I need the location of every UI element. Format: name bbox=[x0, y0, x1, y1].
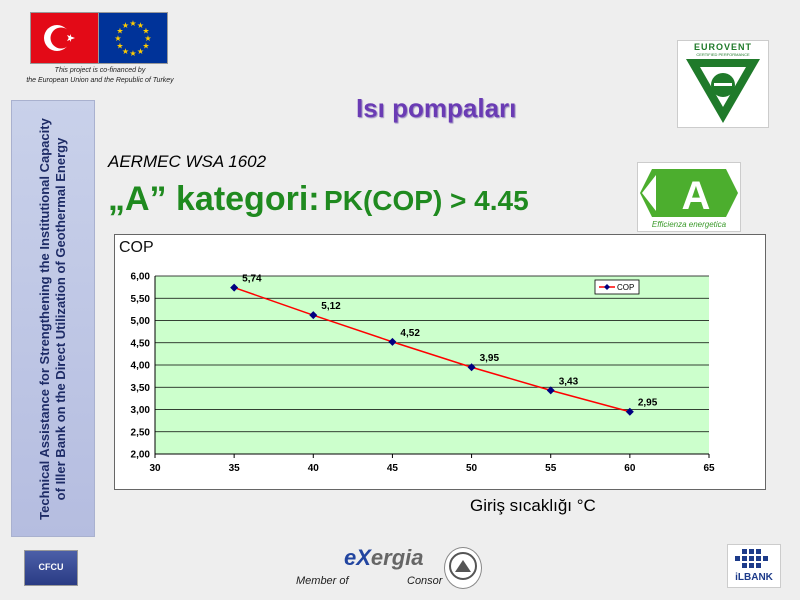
ilbank-text: iLBANK bbox=[735, 572, 773, 583]
svg-text:★: ★ bbox=[142, 27, 149, 36]
member-of-text: Member of bbox=[296, 575, 349, 587]
y-tick-label: 4,50 bbox=[131, 338, 151, 349]
sidebar-line-2: of Iller Bank on the Direct Utilization … bbox=[53, 137, 68, 500]
x-tick-label: 55 bbox=[545, 463, 557, 474]
y-tick-label: 5,00 bbox=[131, 316, 151, 327]
svg-text:★: ★ bbox=[137, 21, 144, 30]
svg-text:★: ★ bbox=[129, 49, 136, 58]
exergia-x: eX bbox=[344, 545, 371, 570]
y-tick-label: 2,50 bbox=[131, 427, 151, 438]
x-tick-label: 45 bbox=[387, 463, 399, 474]
slide-subtitle: AERMEC WSA 1602 bbox=[108, 152, 267, 171]
eurovent-sub: CERTIFIED PERFORMANCE bbox=[696, 52, 750, 57]
legend-box bbox=[594, 279, 640, 295]
y-tick-label: 3,50 bbox=[131, 383, 151, 394]
data-label: 4,52 bbox=[400, 328, 420, 339]
exergia-rest: ergia bbox=[370, 545, 424, 570]
data-point bbox=[230, 283, 239, 292]
cofinance-line-2: the European Union and the Republic of T… bbox=[26, 77, 174, 84]
cofinance-note: This project is co-financed by the Europ… bbox=[10, 66, 190, 86]
y-tick-label: 2,00 bbox=[131, 450, 151, 461]
sidebar-line-1: Technical Assistance for Strengthening t… bbox=[37, 117, 52, 520]
eu-flag-icon: ★ ★ ★ ★ ★ ★ ★ ★ ★ ★ ★ ★ bbox=[98, 12, 168, 64]
data-label: 3,95 bbox=[480, 353, 500, 364]
svg-text:★: ★ bbox=[142, 42, 149, 51]
cop-chart: COP 2,00 2,50 3,00 3,50 4,00 4,50 5,00 5,50 6,00… bbox=[114, 234, 766, 490]
cofinance-line-1: This project is co-financed by bbox=[54, 67, 146, 74]
headline: „A” kategori: PK(COP) > 4.45 bbox=[108, 180, 529, 219]
data-point bbox=[467, 363, 476, 372]
data-label: 3,43 bbox=[559, 376, 579, 387]
svg-text:★: ★ bbox=[129, 19, 136, 28]
energy-letter: A bbox=[682, 174, 711, 218]
x-tick-label: 40 bbox=[308, 463, 320, 474]
x-tick-label: 50 bbox=[466, 463, 478, 474]
legend-marker bbox=[604, 284, 610, 290]
svg-text:★: ★ bbox=[116, 27, 123, 36]
y-tick-label: 6,00 bbox=[131, 272, 151, 283]
svg-text:★: ★ bbox=[114, 34, 121, 43]
svg-text:★: ★ bbox=[122, 21, 129, 30]
x-tick-label: 35 bbox=[229, 463, 241, 474]
svg-text:★: ★ bbox=[144, 34, 151, 43]
headline-category: „A” kategori: bbox=[108, 180, 320, 218]
consortium-text: Consor bbox=[407, 575, 443, 587]
data-point bbox=[309, 311, 318, 320]
x-axis-label: Giriş sıcaklığı °C bbox=[470, 496, 596, 515]
cfcu-logo: CFCU bbox=[24, 550, 78, 586]
data-label: 5,74 bbox=[242, 274, 262, 285]
chart-plot: 2,00 2,50 3,00 3,50 4,00 4,50 5,00 5,50 6,00 30 35… bbox=[131, 272, 715, 475]
project-sidebar: Technical Assistance for Strengthening t… bbox=[11, 100, 95, 537]
y-tick-label: 4,00 bbox=[131, 361, 151, 372]
headline-cop: PK(COP) > 4.45 bbox=[324, 185, 529, 216]
exergia-logo: eXergia bbox=[344, 545, 424, 571]
energy-caption: Efficienza energetica bbox=[651, 220, 727, 229]
legend-label: COP bbox=[617, 283, 634, 292]
eurovent-logo: EUROVENT CERTIFIED PERFORMANCE bbox=[677, 40, 769, 128]
y-tick-label: 3,00 bbox=[131, 405, 151, 416]
x-tick-label: 60 bbox=[624, 463, 636, 474]
x-tick-label: 65 bbox=[703, 463, 715, 474]
svg-text:★: ★ bbox=[122, 47, 129, 56]
data-point bbox=[546, 386, 555, 395]
chart-title: COP bbox=[119, 239, 154, 256]
data-point bbox=[625, 407, 634, 416]
x-tick-label: 30 bbox=[149, 463, 161, 474]
energy-class-a-icon: A Efficienza energetica bbox=[637, 162, 741, 232]
sidebar-text: Technical Assistance for Strengthening t… bbox=[37, 109, 69, 529]
data-label: 2,95 bbox=[638, 398, 658, 409]
geo-nrg-logo-icon bbox=[444, 547, 482, 589]
ilbank-logo: iLBANK bbox=[727, 544, 781, 588]
cfcu-text: CFCU bbox=[38, 562, 64, 572]
data-label: 5,12 bbox=[321, 301, 341, 312]
svg-text:★: ★ bbox=[137, 47, 144, 56]
y-tick-label: 5,50 bbox=[131, 294, 151, 305]
series-line-cop bbox=[233, 286, 631, 413]
svg-text:★: ★ bbox=[116, 42, 123, 51]
turkey-flag-icon bbox=[30, 12, 100, 64]
slide-title: Isı pompaları bbox=[356, 93, 517, 123]
eurovent-name: EUROVENT bbox=[693, 42, 752, 52]
data-point bbox=[388, 337, 397, 346]
